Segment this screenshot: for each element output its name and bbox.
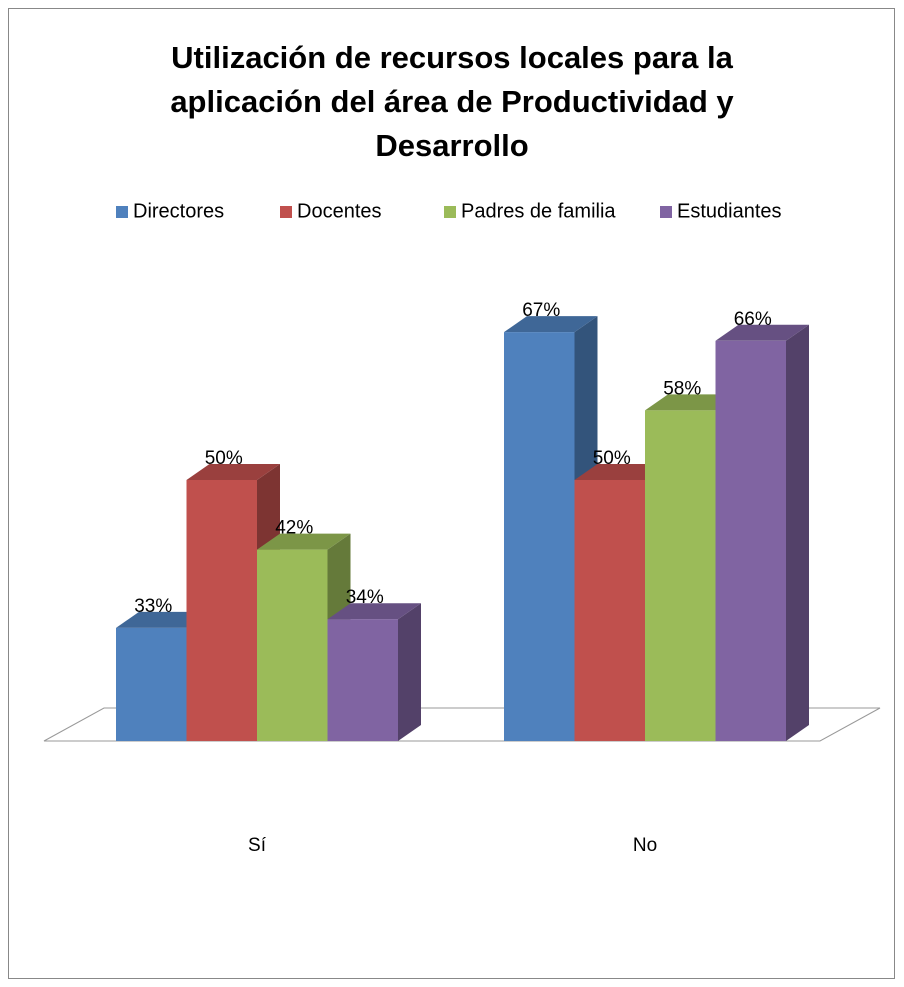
x-tick-label: Sí <box>248 835 267 856</box>
bar <box>574 480 645 741</box>
legend-label: Directores <box>133 200 224 222</box>
value-label: 67% <box>522 300 560 321</box>
bar-top <box>186 464 280 480</box>
bar-top <box>257 533 351 550</box>
bar-top <box>574 464 668 480</box>
chart-title: Desarrollo <box>375 128 528 163</box>
bar <box>715 340 786 741</box>
bar-top <box>327 603 421 620</box>
value-label: 50% <box>593 448 631 469</box>
value-label: 42% <box>275 518 313 539</box>
bar-top <box>645 394 739 411</box>
bar <box>116 627 187 741</box>
chart-title: Utilización de recursos locales para la <box>171 40 733 75</box>
bar-side <box>786 324 809 741</box>
legend-swatch <box>444 206 456 218</box>
bar-top <box>116 611 210 628</box>
value-label: 66% <box>734 309 772 330</box>
legend-label: Padres de familia <box>461 200 616 222</box>
bar <box>186 480 257 741</box>
legend-swatch <box>280 206 292 218</box>
chart-title: aplicación del área de Productividad y <box>170 84 734 119</box>
legend-label: Docentes <box>297 200 382 222</box>
bar-side <box>398 603 421 741</box>
legend-label: Estudiantes <box>677 200 782 222</box>
value-label: 58% <box>663 378 701 399</box>
bar-top <box>504 316 598 333</box>
value-label: 33% <box>134 596 172 617</box>
bar <box>645 410 716 741</box>
value-label: 50% <box>205 448 243 469</box>
x-tick-label: No <box>633 835 657 856</box>
legend-swatch <box>660 206 672 218</box>
value-label: 34% <box>346 587 384 608</box>
bar <box>504 332 575 741</box>
legend-swatch <box>116 206 128 218</box>
bar <box>257 549 328 741</box>
bar-top <box>715 324 809 341</box>
bar <box>327 619 398 741</box>
